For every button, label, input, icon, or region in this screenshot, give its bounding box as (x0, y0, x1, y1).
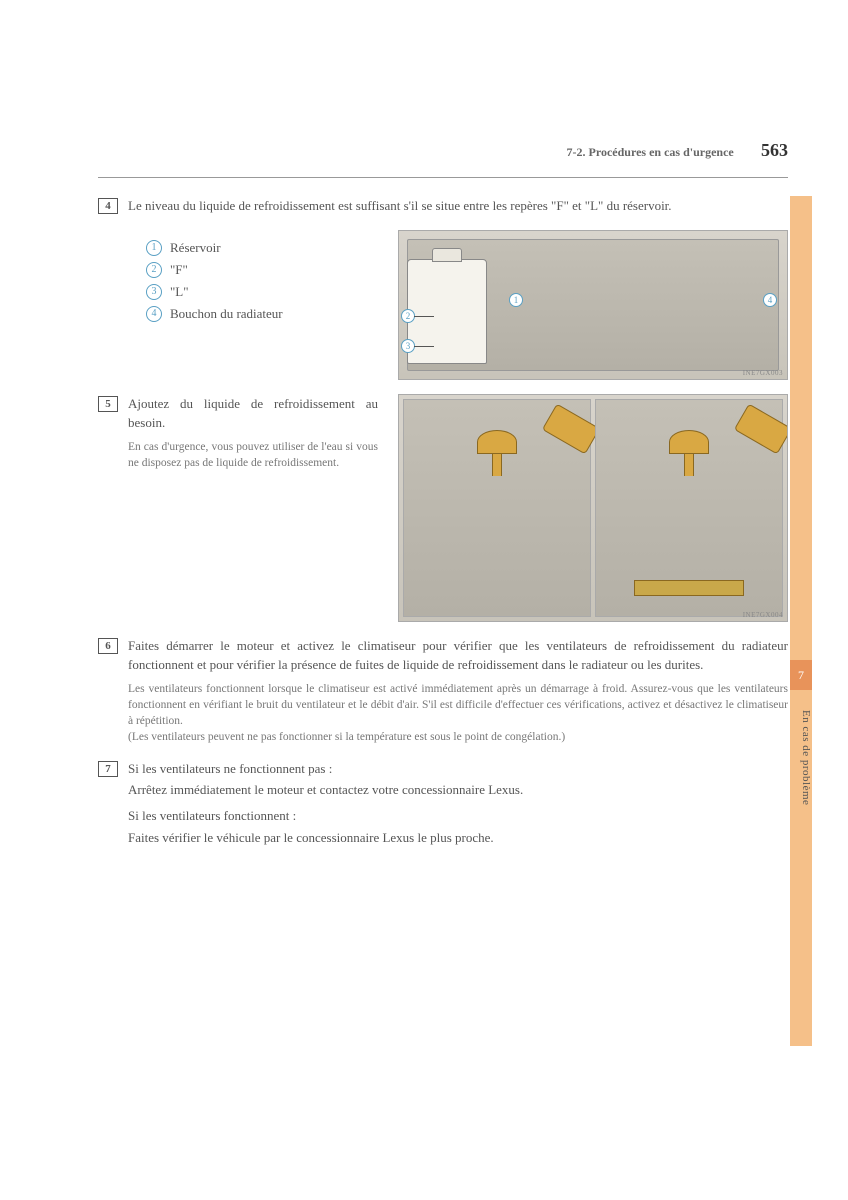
step-5-number: 5 (98, 396, 118, 412)
step-7-line-2: Si les ventilateurs fonctionnent : (128, 808, 788, 824)
page-content: 7-2. Procédures en cas d'urgence 563 4 L… (0, 0, 848, 892)
step-7-line-1: Arrêtez immédiatement le moteur et conta… (128, 782, 788, 798)
fig-callout-1: 1 (509, 293, 523, 307)
fig-callout-4: 4 (763, 293, 777, 307)
callout-label-4: Bouchon du radiateur (170, 306, 283, 322)
fig-callout-2: 2 (401, 309, 415, 323)
step-5-text: Ajoutez du liquide de refroidissement au… (128, 394, 378, 433)
step-7-line-3: Faites vérifier le véhicule par le conce… (128, 830, 788, 846)
callout-label-3: "L" (170, 284, 189, 300)
figure-code-1: INE7GX003 (743, 369, 783, 377)
step-7-text: Si les ventilateurs ne fonctionnent pas … (128, 759, 788, 779)
page-number: 563 (761, 140, 788, 160)
callout-num-1: 1 (146, 240, 162, 256)
step-7: 7 Si les ventilateurs ne fonctionnent pa… (98, 759, 788, 779)
step-6-note-1: Les ventilateurs fonctionnent lorsque le… (128, 681, 788, 729)
figure-reservoir: 1 2 3 4 INE7GX003 (398, 230, 788, 380)
figure-code-2: INE7GX004 (743, 611, 783, 619)
step-4-callout-list: 1 Réservoir 2 "F" 3 "L" 4 Bouchon du rad… (146, 240, 378, 322)
callout-label-1: Réservoir (170, 240, 221, 256)
step-6-note-2: (Les ventilateurs peuvent ne pas fonctio… (128, 729, 788, 745)
step-7-number: 7 (98, 761, 118, 777)
callout-num-3: 3 (146, 284, 162, 300)
page-header: 7-2. Procédures en cas d'urgence 563 (98, 140, 788, 161)
fig-callout-3: 3 (401, 339, 415, 353)
step-5: 5 Ajoutez du liquide de refroidissement … (98, 394, 378, 471)
callout-num-2: 2 (146, 262, 162, 278)
callout-num-4: 4 (146, 306, 162, 322)
step-6-text: Faites démarrer le moteur et activez le … (128, 636, 788, 675)
step-4-number: 4 (98, 198, 118, 214)
step-6: 6 Faites démarrer le moteur et activez l… (98, 636, 788, 745)
step-4: 4 Le niveau du liquide de refroidissemen… (98, 196, 788, 216)
callout-label-2: "F" (170, 262, 188, 278)
step-5-note: En cas d'urgence, vous pouvez utiliser d… (128, 439, 378, 471)
step-4-text: Le niveau du liquide de refroidissement … (128, 196, 788, 216)
step-6-number: 6 (98, 638, 118, 654)
section-title: 7-2. Procédures en cas d'urgence (567, 145, 734, 159)
figure-coolant-add: INE7GX004 (398, 394, 788, 622)
